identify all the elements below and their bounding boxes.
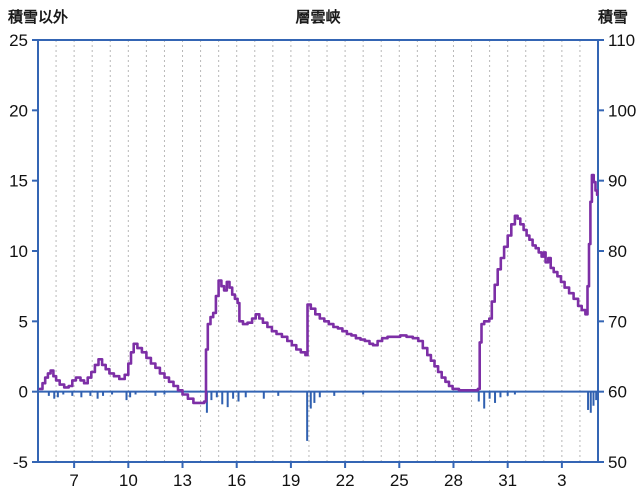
x-axis-tick-label: 16 [227,471,246,490]
right-axis-tick-label: 100 [608,101,636,120]
right-axis-ticks: 110 100 90 80 70 60 50 [598,31,636,472]
right-axis-tick-label: 60 [608,383,627,402]
x-axis-tick-label: 31 [498,471,517,490]
x-axis-tick-label: 10 [119,471,138,490]
right-axis-title: 積雪 [597,9,628,26]
left-axis-tick-label: 10 [9,242,28,261]
plot-frame [37,39,599,463]
left-axis-tick-label: 20 [9,101,28,120]
x-axis-tick-label: 13 [173,471,192,490]
left-axis-ticks: 25 20 15 10 5 0 -5 [9,31,38,472]
left-axis-tick-label: 5 [19,312,28,331]
gridlines [55,40,581,462]
right-axis-tick-label: 110 [608,31,635,50]
x-axis-tick-label: 28 [444,471,463,490]
snow-depth-line [38,173,599,405]
precipitation-bars [47,391,598,441]
right-axis-tick-label: 80 [608,242,627,261]
right-axis-tick-label: 90 [608,172,627,191]
left-axis-tick-label: -5 [13,453,28,472]
x-axis-tick-label: 25 [390,471,409,490]
left-axis-tick-label: 0 [19,383,28,402]
x-axis-tick-label: 3 [557,471,566,490]
x-axis-tick-label: 22 [336,471,355,490]
left-axis-tick-label: 15 [9,172,28,191]
left-axis-title: 積雪以外 [8,9,69,26]
left-axis-tick-label: 25 [9,31,28,50]
x-axis-tick-label: 19 [281,471,300,490]
right-axis-tick-label: 70 [608,312,627,331]
right-axis-tick-label: 50 [608,453,627,472]
x-axis-ticks: 7 10 13 16 19 22 25 28 31 3 [69,462,567,490]
x-axis-tick-label: 7 [69,471,78,490]
